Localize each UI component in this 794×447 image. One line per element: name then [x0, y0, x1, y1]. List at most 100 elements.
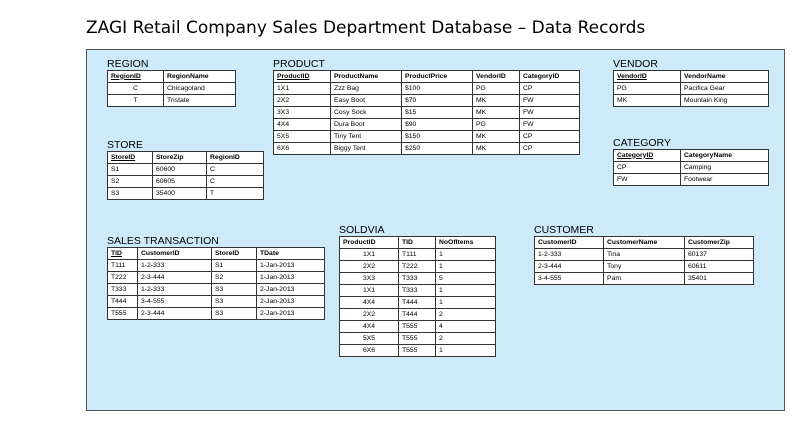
soldvia-header-row: ProductID TID NoOfItems [339, 236, 496, 249]
table-cell: 60137 [684, 248, 754, 261]
table-cell: 60600 [152, 163, 207, 176]
table-cell: 2-3-444 [137, 271, 212, 284]
table-cell: 2-Jan-2013 [256, 307, 325, 320]
table-cell: Biggy Tent [330, 142, 402, 155]
table-cell: Chicagoland [163, 82, 236, 95]
table-cell: FW [519, 118, 580, 131]
table-cell: C [206, 175, 264, 188]
customer-title: CUSTOMER [534, 224, 594, 236]
column-header: VendorID [613, 70, 681, 83]
table-cell: MK [472, 130, 520, 143]
table-cell: S3 [211, 307, 257, 320]
table-cell: FW [519, 94, 580, 107]
table-cell: S3 [211, 283, 257, 296]
table-cell: PG [472, 82, 520, 95]
table-cell: T333 [107, 283, 138, 296]
column-header: NoOfItems [435, 236, 496, 249]
store-title: STORE [107, 139, 143, 151]
table-row: 2-3-444 Tony 60611 [534, 260, 754, 273]
column-header: CustomerZip [684, 236, 754, 249]
table-cell: Tina [603, 248, 685, 261]
table-cell: MK [613, 94, 681, 107]
region-title: REGION [107, 58, 149, 70]
table-cell: $150 [401, 130, 473, 143]
table-row: T Tristate [107, 94, 236, 107]
soldvia-table: ProductID TID NoOfItems 1X1 T111 1 2X2 T222 1 3X3… [339, 236, 496, 357]
table-cell: 1 [435, 344, 496, 357]
table-row: CP Camping [613, 161, 769, 174]
table-cell: 2 [435, 332, 496, 345]
table-cell: 4X4 [273, 118, 331, 131]
table-cell: 2X2 [273, 94, 331, 107]
table-cell: 5X5 [273, 130, 331, 143]
vendor-table: VendorID VendorName PG Pacifica Gear MK Mount… [613, 70, 769, 107]
table-cell: Tiny Tent [330, 130, 402, 143]
table-cell: CP [613, 161, 681, 174]
table-row: S3 35400 T [107, 187, 264, 200]
table-cell: S3 [107, 187, 153, 200]
column-header: StoreID [107, 151, 153, 164]
region-header-row: RegionID RegionName [107, 70, 236, 83]
table-cell: T444 [107, 295, 138, 308]
column-header: VendorName [680, 70, 769, 83]
column-header: ProductID [273, 70, 331, 83]
column-header: RegionID [206, 151, 264, 164]
table-row: FW Footwear [613, 173, 769, 186]
customer-header-row: CustomerID CustomerName CustomerZip [534, 236, 754, 249]
table-cell: 1-2-333 [534, 248, 604, 261]
table-cell: 5X5 [339, 332, 399, 345]
table-cell: C [107, 82, 164, 95]
table-cell: T [206, 187, 264, 200]
table-row: 1X1 T333 1 [339, 284, 496, 297]
table-cell: 1X1 [273, 82, 331, 95]
table-row: T111 1-2-333 S1 1-Jan-2013 [107, 259, 325, 272]
table-cell: MK [472, 106, 520, 119]
column-header: StoreID [211, 247, 257, 260]
table-cell: 1X1 [339, 284, 399, 297]
table-cell: PG [472, 118, 520, 131]
table-row: 3X3 T333 5 [339, 272, 496, 285]
table-cell: T444 [398, 296, 436, 309]
column-header: CustomerName [603, 236, 685, 249]
table-cell: 2-Jan-2013 [256, 295, 325, 308]
column-header: StoreZip [152, 151, 207, 164]
table-cell: S2 [107, 175, 153, 188]
table-cell: S1 [107, 163, 153, 176]
page-title: ZAGI Retail Company Sales Department Dat… [86, 18, 646, 38]
table-cell: FW [519, 106, 580, 119]
vendor-block: VENDOR VendorID VendorName PG Pacifica Gear… [613, 58, 769, 107]
table-cell: T111 [107, 259, 138, 272]
table-cell: 3X3 [273, 106, 331, 119]
table-row: 5X5 T555 2 [339, 332, 496, 345]
column-header: CustomerID [137, 247, 212, 260]
column-header: ProductPrice [401, 70, 473, 83]
table-cell: S1 [211, 259, 257, 272]
table-cell: Camping [680, 161, 769, 174]
table-row: 5X5 Tiny Tent $150 MK CP [273, 130, 580, 143]
table-cell: 4X4 [339, 296, 399, 309]
table-row: MK Mountain King [613, 94, 769, 107]
customer-table: CustomerID CustomerName CustomerZip 1-2-333… [534, 236, 754, 285]
table-cell: 6X6 [273, 142, 331, 155]
table-cell: 35400 [152, 187, 207, 200]
table-row: T444 3-4-555 S3 2-Jan-2013 [107, 295, 325, 308]
region-block: REGION RegionID RegionName C Chicagoland T Tr… [107, 58, 236, 107]
table-cell: T333 [398, 272, 436, 285]
column-header: RegionID [107, 70, 164, 83]
table-cell: 4X4 [339, 320, 399, 333]
column-header: TID [107, 247, 138, 260]
table-cell: 1 [435, 284, 496, 297]
column-header: TDate [256, 247, 325, 260]
table-cell: $250 [401, 142, 473, 155]
table-cell: 3X3 [339, 272, 399, 285]
table-row: 1-2-333 Tina 60137 [534, 248, 754, 261]
table-row: 3X3 Cosy Sock $15 MK FW [273, 106, 580, 119]
table-cell: T555 [398, 332, 436, 345]
table-cell: $70 [401, 94, 473, 107]
vendor-title: VENDOR [613, 58, 658, 70]
table-row: 4X4 T555 4 [339, 320, 496, 333]
table-cell: Tony [603, 260, 685, 273]
column-header: CategoryID [519, 70, 580, 83]
column-header: TID [398, 236, 436, 249]
table-cell: CP [519, 130, 580, 143]
